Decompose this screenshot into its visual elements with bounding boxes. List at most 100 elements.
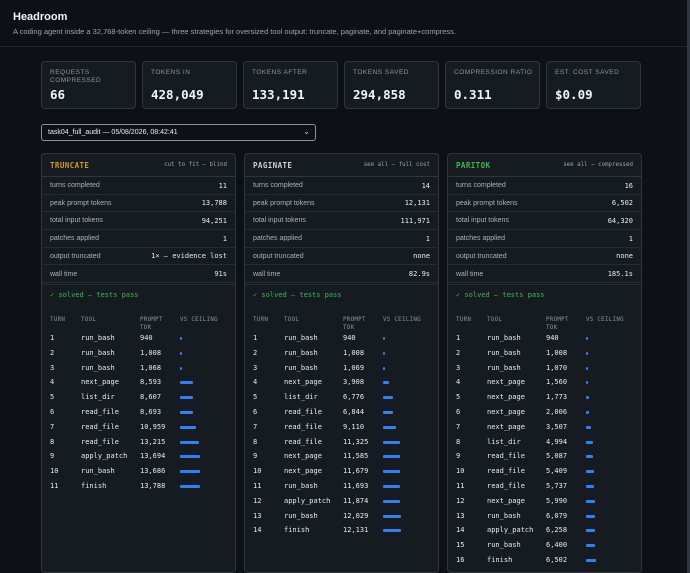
- turn-cell: 8: [253, 437, 258, 446]
- metric-value: 13,788: [201, 199, 227, 208]
- tool-cell: finish: [81, 482, 107, 490]
- stat-card: TOKENS AFTER 133,191: [243, 61, 338, 109]
- metric-value: 1× — evidence lost: [151, 252, 227, 261]
- ceiling-bar: [383, 381, 389, 385]
- turn-cell: 6: [50, 408, 55, 416]
- stat-value: 428,049: [151, 87, 204, 102]
- turn-cell: 7: [253, 422, 258, 431]
- turn-cell: 3: [50, 363, 55, 372]
- metric-row: patches applied 1: [42, 230, 235, 248]
- prompt-tok-cell: 12,131: [343, 526, 369, 535]
- ceiling-bar: [180, 337, 182, 340]
- status-solved: ✓ solved — tests pass: [456, 291, 545, 299]
- panel-title: TRUNCATE: [50, 161, 90, 170]
- ceiling-bar: [586, 455, 594, 459]
- ceiling-bar: [383, 351, 385, 355]
- ceiling-bar: [586, 499, 595, 503]
- turn-cell: 2: [253, 348, 258, 357]
- ceiling-bar: [180, 366, 182, 370]
- prompt-tok-cell: 1,773: [546, 393, 568, 402]
- turn-cell: 8: [50, 437, 55, 446]
- tool-cell: run_bash: [284, 511, 318, 520]
- app-subtitle: A coding agent inside a 32,768-token cei…: [13, 27, 456, 36]
- turn-cell: 11: [253, 482, 262, 490]
- table-row: 13 run_bash 6,079: [448, 510, 641, 525]
- strategy-panel: PAGINATE see all — full cost turns complet…: [244, 153, 439, 573]
- ceiling-bar: [383, 470, 401, 474]
- tool-cell: apply_patch: [81, 452, 128, 461]
- ceiling-bar: [383, 396, 393, 400]
- ceiling-bar: [586, 381, 589, 385]
- prompt-tok-cell: 5,737: [546, 482, 568, 490]
- scrollbar[interactable]: [687, 0, 690, 573]
- prompt-tok-cell: 940: [343, 334, 356, 342]
- tool-cell: next_page: [284, 467, 322, 476]
- ceiling-bar: [586, 559, 596, 562]
- turn-cell: 15: [456, 541, 465, 550]
- tool-cell: read_file: [81, 408, 119, 416]
- column-header-vs-ceiling: VS CEILING: [586, 317, 624, 323]
- tool-cell: run_bash: [81, 334, 115, 342]
- tool-cell: next_page: [487, 422, 525, 431]
- ceiling-bar: [180, 455, 201, 459]
- metric-row: total input tokens 64,320: [448, 212, 641, 231]
- ceiling-bar: [383, 440, 400, 444]
- stat-label: TOKENS AFTER: [252, 69, 308, 76]
- run-select[interactable]: task04_full_audit — 05/08/2026, 08:42:41…: [41, 124, 316, 141]
- panel-tagline: see all — compressed: [563, 162, 633, 168]
- prompt-tok-cell: 1,008: [140, 348, 162, 357]
- metric-value: 91s: [214, 270, 227, 278]
- ceiling-bar: [383, 485, 401, 488]
- metric-row: wall time 82.9s: [245, 266, 438, 284]
- turn-cell: 4: [456, 378, 461, 387]
- table-row: 11 finish 13,788: [42, 480, 235, 495]
- prompt-tok-cell: 1,008: [546, 348, 568, 357]
- prompt-tok-cell: 11,325: [343, 437, 369, 446]
- stat-value: 66: [50, 87, 66, 102]
- prompt-tok-cell: 2,006: [546, 408, 568, 416]
- metric-label: peak prompt tokens: [50, 199, 112, 207]
- column-header-tool: TOOL: [487, 317, 503, 323]
- metric-row: turns completed 16: [448, 177, 641, 195]
- metric-row: patches applied 1: [245, 230, 438, 248]
- metric-row: patches applied 1: [448, 230, 641, 248]
- turn-cell: 16: [456, 556, 465, 564]
- prompt-tok-cell: 11,874: [343, 496, 369, 505]
- turn-cell: 14: [456, 526, 465, 535]
- table-row: 9 apply_patch 13,694: [42, 450, 235, 465]
- prompt-tok-cell: 11,585: [343, 452, 369, 461]
- tool-cell: next_page: [284, 378, 322, 387]
- panel-header: PARITOK see all — compressed: [448, 154, 641, 177]
- table-row: 11 read_file 5,737: [448, 480, 641, 495]
- ceiling-bar: [586, 366, 588, 370]
- prompt-tok-cell: 8,593: [140, 378, 162, 387]
- metric-value: 6,502: [611, 199, 633, 208]
- table-row: 13 run_bash 12,029: [245, 510, 438, 525]
- table-row: 10 next_page 11,679: [245, 465, 438, 480]
- column-header-prompt-tok: PROMPT TOK: [343, 317, 366, 331]
- stat-label: EST. COST SAVED: [555, 69, 620, 76]
- tool-cell: list_dir: [487, 437, 521, 446]
- column-header-tool: TOOL: [284, 317, 300, 323]
- prompt-tok-cell: 8,693: [140, 408, 162, 416]
- metric-row: turns completed 14: [245, 177, 438, 195]
- turn-cell: 11: [456, 482, 465, 490]
- tool-cell: run_bash: [284, 482, 318, 490]
- metric-label: output truncated: [50, 252, 101, 260]
- turn-cell: 5: [456, 393, 461, 402]
- column-header-turn: TURN: [253, 317, 269, 323]
- tool-cell: next_page: [487, 496, 525, 505]
- metric-row: total input tokens 111,971: [245, 212, 438, 231]
- tool-cell: run_bash: [81, 348, 115, 357]
- ceiling-bar: [586, 337, 588, 340]
- tool-cell: read_file: [284, 422, 322, 431]
- stat-card: TOKENS SAVED 294,858: [344, 61, 439, 109]
- tool-cell: run_bash: [487, 511, 521, 520]
- metric-value: 1: [222, 234, 227, 243]
- column-header-tool: TOOL: [81, 317, 97, 323]
- turn-cell: 12: [253, 496, 262, 505]
- table-row: 10 read_file 5,409: [448, 465, 641, 480]
- turn-cell: 2: [456, 348, 461, 357]
- table-row: 12 apply_patch 11,874: [245, 495, 438, 510]
- turn-cell: 7: [50, 422, 55, 431]
